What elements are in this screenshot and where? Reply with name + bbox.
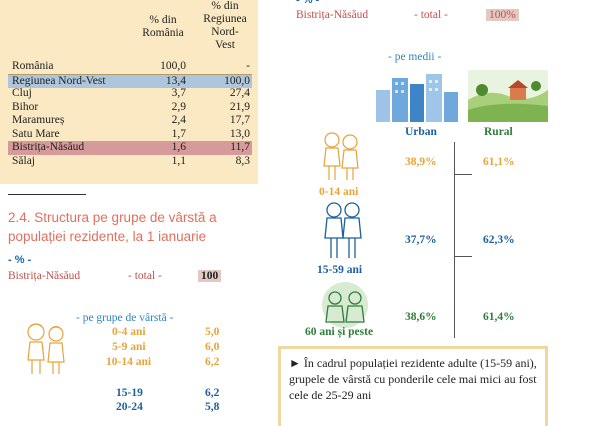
age-label-1: 5-9 ani	[112, 341, 146, 353]
age-value-2: 6,2	[205, 356, 220, 368]
age-value-0: 5,0	[205, 326, 220, 338]
row-share-romania: 13,4	[165, 74, 186, 87]
table-row: Regiunea Nord-Vest 13,4 100,0	[8, 73, 252, 88]
row-name: Bistrița-Năsăud	[12, 141, 85, 153]
age-label-3: 15-19	[116, 387, 143, 399]
group-label-1: 15-59 ani	[317, 264, 363, 276]
table-row: Bistrița-Năsăud 1,6 11,7	[8, 141, 252, 155]
section-title-line2: populației rezidente, la 1 ianuarie	[8, 229, 207, 244]
section-total-value: 100	[198, 270, 222, 282]
info-text: ► În cadrul populației rezidente adulte …	[289, 356, 537, 402]
right-total-value: 100%	[486, 9, 519, 21]
group-urban-0: 38,9%	[405, 156, 437, 168]
row-share-romania: 2,4	[171, 114, 186, 126]
row-share-region: 100,0	[224, 74, 250, 87]
row-name: Sălaj	[12, 154, 35, 167]
col-header-region: % din Regiunea Nord- Vest	[203, 0, 247, 51]
table-row: Bihor 2,9 21,9	[8, 101, 252, 115]
urban-header: Urban	[405, 126, 437, 138]
age-value-4: 5,8	[205, 401, 220, 413]
row-share-region: -	[246, 60, 250, 72]
table-row: Cluj 3,7 27,4	[8, 87, 252, 101]
right-county: Bistrița-Năsăud	[296, 9, 369, 21]
row-name: Regiunea Nord-Vest	[12, 74, 106, 87]
row-name: Satu Mare	[12, 127, 60, 140]
row-share-region: 8,3	[235, 154, 250, 167]
group-label-2: 60 ani și peste	[305, 326, 374, 338]
environment-label: - pe medii -	[388, 51, 442, 63]
row-share-region: 11,7	[230, 141, 250, 153]
age-groups-label: - pe grupe de vârstă -	[76, 312, 174, 324]
right-unit: - % -	[296, 0, 320, 6]
group-rural-0: 61,1%	[483, 156, 515, 168]
children-0-14-icon	[323, 132, 359, 180]
city-icon	[376, 74, 458, 122]
row-share-romania: 1,7	[171, 127, 186, 140]
row-name: Cluj	[12, 87, 32, 99]
seniors-icon	[322, 282, 368, 328]
row-share-romania: 100,0	[160, 60, 186, 72]
village-icon	[468, 70, 548, 122]
row-share-romania: 3,7	[171, 87, 186, 99]
tree-line	[454, 142, 455, 338]
row-share-romania: 1,1	[171, 154, 186, 167]
row-share-romania: 2,9	[171, 100, 186, 113]
adults-15-59-icon	[324, 202, 362, 258]
age-label-2: 10-14 ani	[106, 356, 152, 368]
group-rural-1: 62,3%	[483, 234, 515, 246]
table-row: Sălaj 1,1 8,3	[8, 155, 252, 169]
row-share-region: 13,0	[229, 127, 250, 140]
tree-branch-2	[454, 256, 472, 257]
tree-branch-1	[454, 174, 472, 175]
col-header-romania: % din România	[142, 14, 184, 39]
age-value-3: 6,2	[205, 387, 220, 399]
section-total-label: - total -	[128, 270, 162, 282]
info-box: ► În cadrul populației rezidente adulte …	[278, 346, 548, 426]
row-name: Bihor	[12, 100, 39, 113]
table-row: Satu Mare 1,7 13,0	[8, 128, 252, 142]
age-label-4: 20-24	[116, 401, 143, 413]
group-rural-2: 61,4%	[483, 311, 515, 323]
row-name: România	[12, 60, 54, 72]
age-value-1: 6,0	[205, 341, 220, 353]
divider	[8, 194, 86, 195]
group-label-0: 0-14 ani	[319, 186, 359, 198]
row-share-romania: 1,6	[171, 141, 186, 153]
row-name: Maramureș	[12, 114, 65, 126]
age-label-0: 0-4 ani	[112, 326, 146, 338]
group-urban-1: 37,7%	[405, 234, 437, 246]
section-county: Bistrița-Năsăud	[8, 270, 81, 282]
row-share-region: 21,9	[229, 100, 250, 113]
children-icon	[27, 323, 65, 374]
row-share-region: 27,4	[229, 87, 250, 99]
table-row: România 100,0 -	[8, 60, 252, 74]
section-title-line1: 2.4. Structura pe grupe de vârstă a	[8, 210, 217, 225]
section-unit: - % -	[8, 254, 32, 266]
group-urban-2: 38,6%	[405, 311, 437, 323]
rural-header: Rural	[484, 126, 513, 138]
right-total-label: - total -	[414, 9, 448, 21]
table-row: Maramureș 2,4 17,7	[8, 114, 252, 128]
row-share-region: 17,7	[229, 114, 250, 126]
